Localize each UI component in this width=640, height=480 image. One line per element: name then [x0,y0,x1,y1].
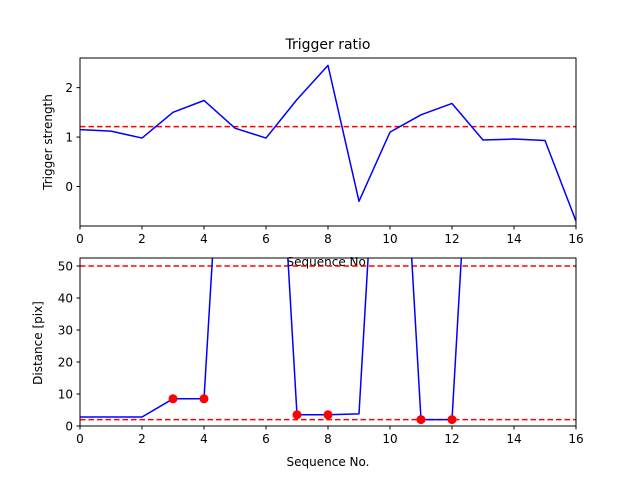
y-tick-label: 0 [65,420,73,434]
plot-frame [79,57,577,227]
y-axis-label: Trigger strength [41,94,55,191]
x-tick-label: 10 [382,432,397,446]
data-point [323,410,333,420]
x-tick-label: 6 [262,432,270,446]
y-tick-label: 30 [58,324,73,338]
x-tick-label: 16 [568,432,583,446]
x-tick-label: 0 [76,232,84,246]
x-axis-label: Sequence No. [287,255,370,269]
data-series [80,258,463,421]
data-point [168,394,178,404]
x-tick-label: 16 [568,232,583,246]
x-tick-label: 8 [324,232,332,246]
x-tick-label: 6 [262,232,270,246]
x-tick-label: 12 [444,232,459,246]
plot-frame [79,257,577,427]
x-axis-label: Sequence No. [287,455,370,469]
x-tick-label: 12 [444,432,459,446]
axis-ticks: 0 2 4 6 8 10 12 14 16 0 10 20 30 40 50 [58,260,584,447]
data-point [292,410,302,420]
x-tick-label: 0 [76,432,84,446]
x-tick-label: 14 [506,232,521,246]
reference-lines [80,265,576,421]
x-tick-label: 2 [138,432,146,446]
series-line [80,64,576,222]
y-tick-label: 20 [58,356,73,370]
y-axis-label: Distance [pix] [31,301,45,385]
data-point [416,415,426,425]
y-tick-label: 50 [58,260,73,274]
data-markers [168,394,457,425]
data-series [80,64,576,222]
trigger-ratio-panel: Trigger ratio Trigger strength Sequence … [41,37,584,269]
chart-title: Trigger ratio [284,37,370,53]
data-point [447,415,457,425]
y-tick-label: 0 [65,180,73,194]
distance-panel: Distance [pix] Sequence No. 0 2 4 6 8 10 12 14 1… [31,257,584,469]
x-tick-label: 2 [138,232,146,246]
series-line [80,258,463,421]
x-tick-label: 4 [200,232,208,246]
y-tick-label: 1 [65,131,73,145]
y-tick-label: 10 [58,388,73,402]
y-tick-label: 40 [58,292,73,306]
x-tick-label: 10 [382,232,397,246]
data-point [199,394,209,404]
y-tick-label: 2 [65,81,73,95]
x-tick-label: 8 [324,432,332,446]
x-tick-label: 4 [200,432,208,446]
x-tick-label: 14 [506,432,521,446]
